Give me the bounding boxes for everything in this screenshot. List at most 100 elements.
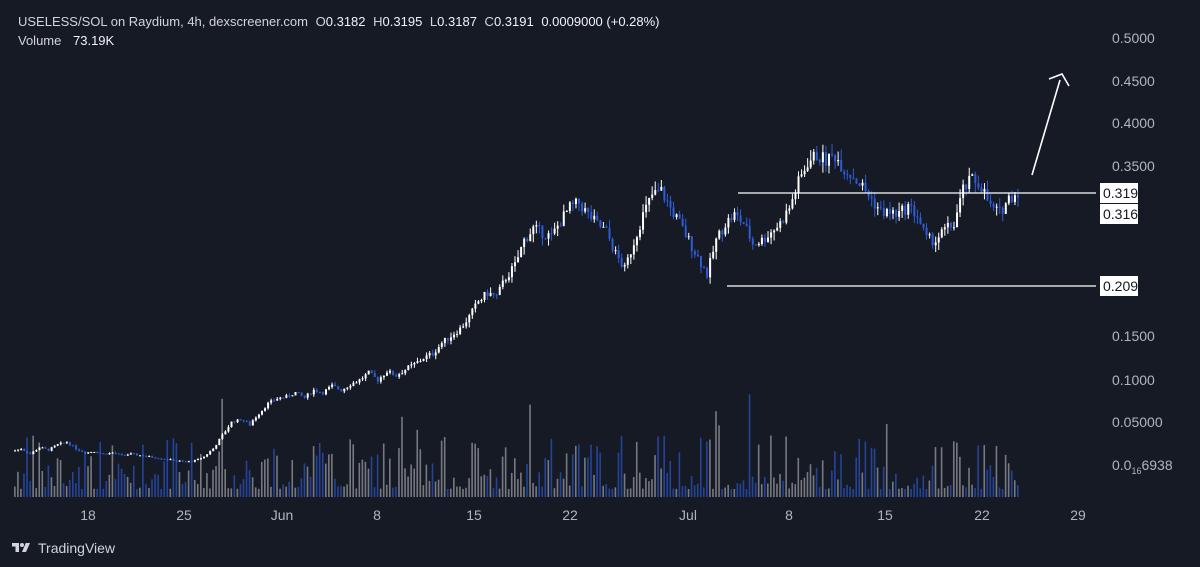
volume-bar	[614, 487, 617, 497]
open-value: 0.3182	[325, 14, 366, 29]
candle	[157, 457, 160, 460]
candle	[895, 209, 898, 224]
volume-bar	[449, 488, 452, 497]
candle-body	[285, 395, 288, 398]
candle	[913, 201, 916, 224]
volume-bar	[288, 481, 291, 497]
candle	[791, 193, 794, 210]
volume-bar	[818, 486, 821, 497]
x-tick-label: 18	[80, 507, 96, 523]
x-tick-label: 8	[785, 507, 793, 523]
candle-body	[1017, 195, 1019, 198]
candle-body	[693, 250, 696, 255]
candle	[254, 416, 257, 422]
candle	[669, 195, 672, 216]
candle-body	[489, 292, 492, 296]
volume-bar	[264, 459, 266, 497]
volume-bar	[309, 476, 312, 497]
volume-bar	[855, 457, 858, 497]
volume-bar	[535, 486, 537, 497]
volume-bar	[87, 466, 89, 497]
candle-body	[834, 155, 837, 162]
candle-body	[468, 315, 471, 323]
candle	[629, 254, 632, 264]
candle-body	[529, 234, 532, 242]
candle-body	[227, 427, 230, 432]
volume-bar	[297, 486, 300, 497]
volume-bar	[712, 488, 714, 497]
candle	[257, 413, 260, 419]
candle-body	[425, 355, 428, 360]
candle-body	[843, 171, 846, 175]
candle	[200, 457, 203, 460]
candle-body	[1007, 195, 1010, 204]
candle-body	[254, 417, 257, 421]
volume-bar	[901, 488, 903, 497]
candle-body	[65, 442, 68, 444]
candle-body	[565, 211, 568, 213]
candle	[904, 201, 907, 221]
volume-bar	[242, 479, 245, 497]
candle-body	[401, 373, 404, 375]
volume-bar	[20, 488, 22, 497]
time-axis[interactable]: 18 25 Jun 8 15 22 Jul 8 15 22 29	[80, 507, 1086, 523]
candle-body	[800, 174, 803, 177]
candle	[230, 421, 233, 428]
volume-bar	[312, 446, 315, 497]
y-tick-label: 0.3500	[1112, 158, 1155, 174]
candle	[126, 453, 129, 456]
candle	[892, 207, 895, 220]
candle	[824, 145, 827, 172]
candle	[75, 444, 78, 451]
volume-bar	[379, 488, 382, 497]
candle-body	[264, 408, 267, 411]
volume-bar	[602, 485, 605, 497]
volume-bar	[41, 470, 44, 497]
volume-bar	[593, 474, 595, 497]
tradingview-branding[interactable]: TradingView	[10, 540, 115, 556]
volume-bar	[553, 488, 556, 497]
candle-body	[358, 379, 361, 383]
volume-bar	[937, 488, 940, 497]
candle	[419, 358, 422, 363]
candle-body	[1013, 195, 1016, 203]
volume-bar	[163, 461, 166, 497]
candle-body	[910, 204, 913, 206]
volume-bar	[187, 470, 190, 497]
candle	[492, 292, 495, 298]
volume-bar	[648, 481, 650, 497]
candle	[312, 387, 315, 397]
volume-bar	[727, 484, 729, 497]
candle-body	[626, 257, 629, 265]
candle-body	[419, 360, 422, 362]
volume-bar	[989, 465, 992, 497]
candle-body	[849, 174, 852, 178]
candle	[861, 179, 864, 191]
candle	[739, 209, 742, 226]
candle-body	[739, 215, 742, 223]
candle	[983, 183, 986, 200]
volume-bar	[315, 455, 318, 497]
candle	[206, 454, 209, 458]
candle	[17, 449, 20, 452]
candle-body	[913, 205, 916, 217]
volume-bar	[99, 442, 102, 497]
volume-bar	[190, 442, 193, 497]
volume-bar	[480, 476, 483, 497]
candle	[190, 461, 193, 463]
candle	[53, 445, 56, 448]
candle-body	[169, 459, 172, 461]
volume-bar	[587, 457, 589, 497]
candle	[169, 458, 172, 461]
candle	[910, 198, 913, 214]
candle-body	[660, 186, 663, 191]
candle-body	[477, 301, 480, 304]
candle	[468, 313, 471, 328]
price-axis[interactable]: 0.5000 0.4500 0.4000 0.3500 0.1500 0.1000 0.05…	[1112, 30, 1173, 476]
candle	[175, 460, 178, 462]
y-tick-label: 0.1000	[1112, 372, 1155, 388]
volume-bar	[632, 477, 635, 497]
candle-body	[187, 461, 190, 463]
candle	[498, 284, 501, 296]
